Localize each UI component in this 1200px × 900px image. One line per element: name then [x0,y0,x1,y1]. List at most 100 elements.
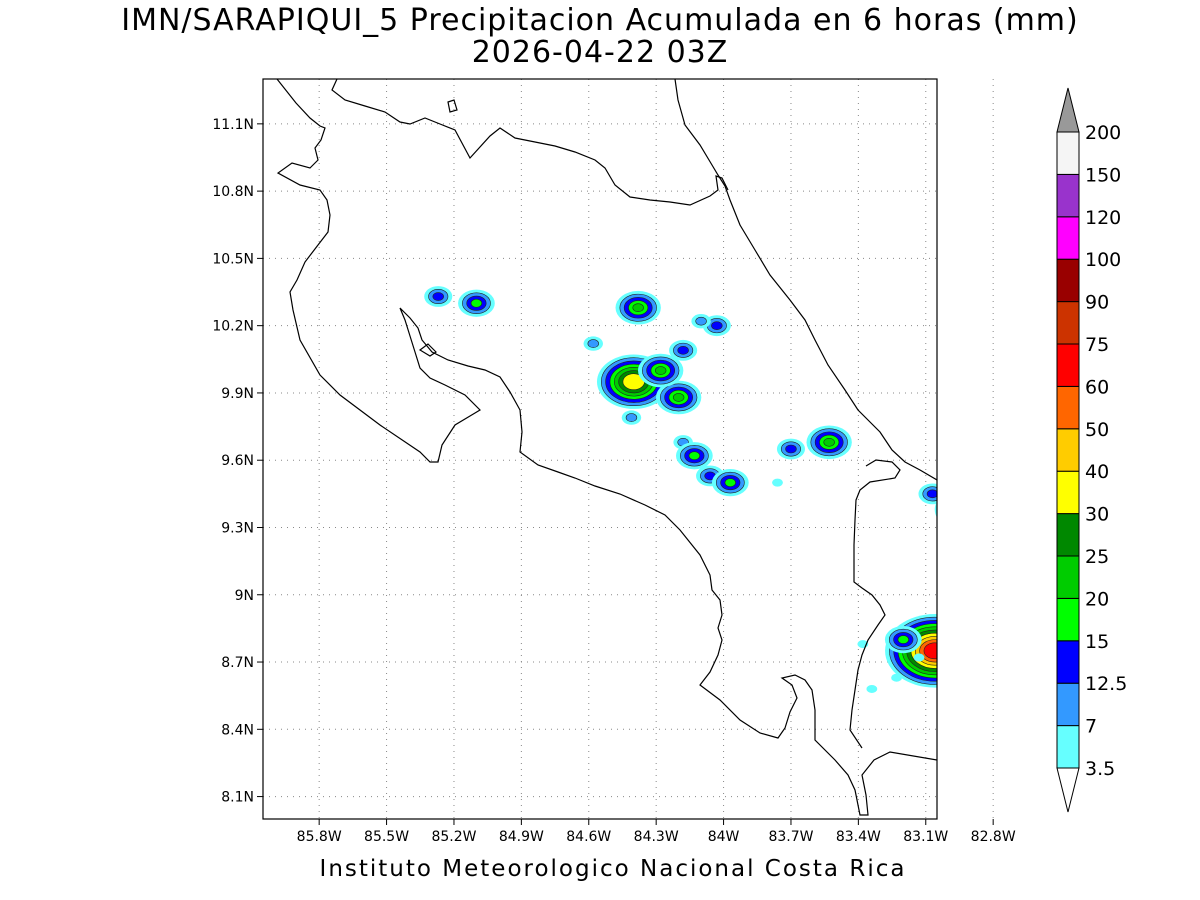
colorbar-swatch [1056,682,1080,727]
precip-contour [587,339,599,348]
precip-cell [913,653,925,662]
tick-label-lat: 9.6N [221,453,254,469]
precip-contour [992,597,1011,611]
precip-contour [632,303,644,313]
precip-contour [972,526,983,534]
colorbar-swatch [1056,555,1080,599]
precip-contour [724,478,737,487]
precip-contour [926,489,937,499]
tick-label-lat: 8.7N [221,655,254,671]
map-gridlines [263,79,994,819]
tick-label-lat: 8.1N [221,790,254,806]
precip-cell [997,553,1008,561]
precip-contour [979,631,990,639]
precip-cell [990,584,1001,592]
tick-label-lon: 83.7W [768,829,813,845]
precip-cell [621,410,642,425]
island-outline [447,99,458,113]
footer-credit: Instituto Meteorologico Nacional Costa R… [319,856,907,882]
colorbar-swatch [1056,470,1080,515]
precip-cell [981,575,992,583]
precip-cell [676,442,713,470]
precip-cell [655,380,702,415]
border-nicaragua [331,79,729,206]
colorbar-label: 75 [1085,334,1109,356]
precip-cell [615,290,661,325]
colorbar-label: 12.5 [1085,673,1127,695]
precip-contour [961,625,989,646]
colorbar-swatch [1056,301,1080,345]
precip-contour [963,541,974,549]
colorbar-label: 20 [1085,588,1109,610]
precip-contour [923,642,937,660]
precip-contour [970,631,981,639]
precip-cell [957,622,994,649]
precip-cell [424,286,453,307]
coastline-caribbean [674,79,937,481]
precip-contour [934,501,937,518]
precip-contour [866,684,878,693]
tick-label-lat: 9N [235,588,254,604]
tick-label-lat: 10.8N [212,184,254,200]
precip-contour [772,478,783,487]
precip-contour [957,622,994,649]
coastline-main [276,79,937,816]
precip-cell [992,597,1011,611]
precip-contour [432,292,444,301]
colorbar-label: 15 [1085,631,1109,653]
precip-contour [625,413,638,422]
colorbar-label: 100 [1085,249,1121,271]
precip-cell [583,336,603,351]
colorbar-label: 3.5 [1085,758,1115,780]
precip-contour [965,628,984,642]
colorbar-label: 90 [1085,292,1109,314]
tick-label-lon: 84W [708,829,740,845]
colorbar-label: 120 [1085,207,1121,229]
precip-cell [918,483,937,505]
precip-contour [997,600,1008,608]
colorbar-label: 200 [1085,122,1121,144]
precip-contour [956,506,967,514]
colorbar-label: 30 [1085,504,1109,526]
precip-cell [884,626,922,654]
colorbar: 3.5 7 12.5 15 20 25 30 40 50 60 75 90 100 120 150 200 [1056,87,1127,813]
precip-contour [695,316,707,326]
colorbar-swatch [1056,725,1080,769]
precip-contour [470,298,483,308]
colorbar-arrow-top [1056,87,1080,133]
precip-contour [997,553,1008,561]
plot-frame [262,78,938,820]
precip-contour [970,666,989,680]
colorbar-swatch [1056,343,1080,387]
tick-label-lat: 11.1N [212,117,254,133]
colorbar-label: 25 [1085,546,1109,568]
colorbar-swatch [1056,173,1080,218]
colorbar-arrow-bottom [1056,767,1080,813]
precip-cell [806,425,852,460]
tick-label-lat: 10.2N [212,319,254,335]
colorbar-label: 50 [1085,419,1109,441]
precip-cell [979,631,990,639]
map-axes: 85.8W 85.5W 85.2W 84.9W 84.6W 84.3W 84W 83.7W 83… [212,117,1015,845]
precip-contour [952,502,971,516]
tick-label-lat: 8.4N [221,722,254,738]
precip-contour [939,493,984,527]
tick-label-lon: 84.9W [499,829,544,845]
tick-label-lon: 85.5W [364,829,409,845]
precip-contour [943,496,980,523]
precip-cell [972,526,983,534]
colorbar-label: 7 [1085,716,1097,738]
tick-label-lon: 82.8W [971,829,1016,845]
precip-cell [970,666,989,680]
precip-contour [891,673,902,682]
precip-contour [959,538,978,552]
precip-contour [913,653,925,662]
tick-label-lon: 85.2W [431,829,476,845]
colorbar-swatch [1056,597,1080,642]
precip-contour [823,437,835,447]
colorbar-swatch [1056,513,1080,557]
coastline-outline [276,79,937,816]
tick-label-lat: 10.5N [212,251,254,267]
precip-cell [711,469,749,497]
tick-label-lat: 9.9N [221,386,254,402]
